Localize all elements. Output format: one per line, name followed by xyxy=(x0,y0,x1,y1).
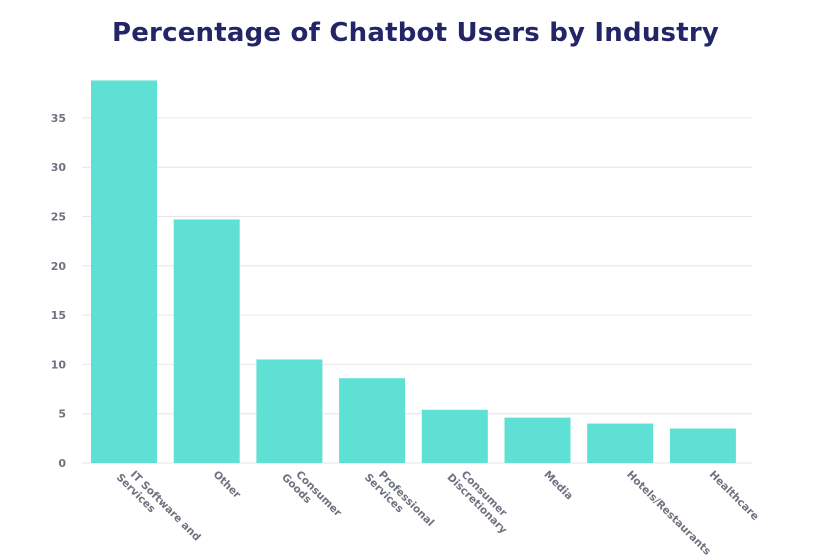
x-tick-label: ConsumerDiscretionary xyxy=(445,463,518,536)
x-tick-label: Media xyxy=(541,469,575,503)
bar xyxy=(91,80,157,463)
y-axis-ticks: 0 5 10 15 20 25 30 35 xyxy=(51,112,67,470)
y-tick-label: 20 xyxy=(51,260,67,273)
x-tick-label-line: Other xyxy=(211,469,244,502)
y-tick-label: 25 xyxy=(51,211,66,224)
chart-title: Percentage of Chatbot Users by Industry xyxy=(111,18,720,48)
bar xyxy=(504,417,571,463)
bar xyxy=(339,378,406,463)
bar xyxy=(256,359,323,463)
bar xyxy=(587,423,654,463)
x-tick-label-line: Hotels/Restaurants xyxy=(624,469,713,555)
y-tick-label: 35 xyxy=(51,112,66,125)
x-tick-label: Other xyxy=(211,469,244,502)
bar-series xyxy=(91,80,736,463)
x-tick-label-line: Healthcare xyxy=(707,469,761,523)
y-tick-label: 15 xyxy=(51,309,66,322)
y-tick-label: 5 xyxy=(58,408,66,421)
x-tick-label-line: IT Software and xyxy=(128,469,203,544)
x-tick-label: ProfessionalServices xyxy=(362,463,436,537)
y-tick-label: 30 xyxy=(51,161,67,174)
x-tick-label: IT Software andServices xyxy=(114,463,203,552)
y-tick-label: 10 xyxy=(51,358,67,371)
x-tick-label-line: Media xyxy=(541,469,575,503)
bar xyxy=(173,219,240,463)
bar xyxy=(669,428,736,463)
x-tick-label: ConsumerGoods xyxy=(279,463,344,528)
y-tick-label: 0 xyxy=(58,457,66,470)
x-tick-label: Healthcare xyxy=(707,469,761,523)
bar xyxy=(421,409,488,463)
x-tick-label: Hotels/Restaurants xyxy=(624,469,713,555)
x-axis-labels: IT Software andServices Other ConsumerGood… xyxy=(114,463,761,555)
